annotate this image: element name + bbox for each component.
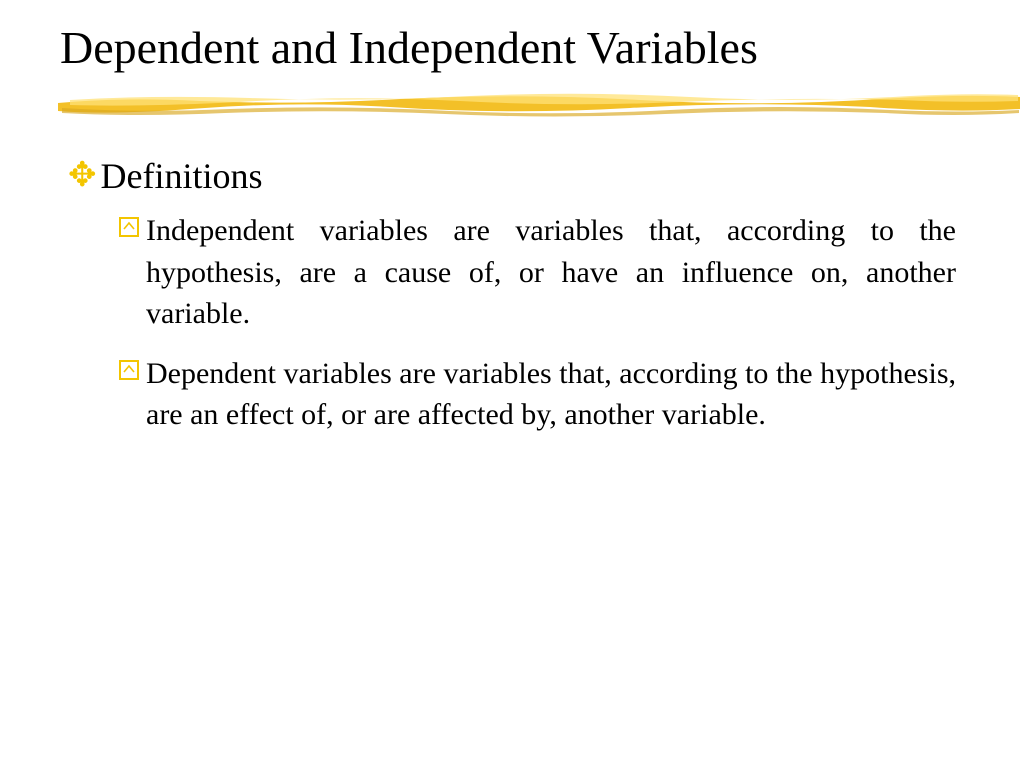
sub-bullet-list: Independent variables are variables that… bbox=[68, 210, 956, 435]
brush-underline bbox=[0, 83, 1024, 119]
zapf-bullet-icon: ✥ bbox=[68, 155, 97, 196]
list-item: Dependent variables are variables that, … bbox=[118, 353, 956, 436]
level1-heading: Definitions bbox=[101, 155, 263, 198]
content-area: ✥ Definitions Independent variables are … bbox=[0, 119, 1024, 435]
list-item: Independent variables are variables that… bbox=[118, 210, 956, 334]
definition-text: Dependent variables are variables that, … bbox=[146, 353, 956, 436]
level1-bullet-row: ✥ Definitions bbox=[68, 155, 956, 198]
square-bullet-icon bbox=[118, 216, 140, 238]
slide-title: Dependent and Independent Variables bbox=[0, 0, 1024, 75]
definition-text: Independent variables are variables that… bbox=[146, 210, 956, 334]
square-bullet-icon bbox=[118, 359, 140, 381]
